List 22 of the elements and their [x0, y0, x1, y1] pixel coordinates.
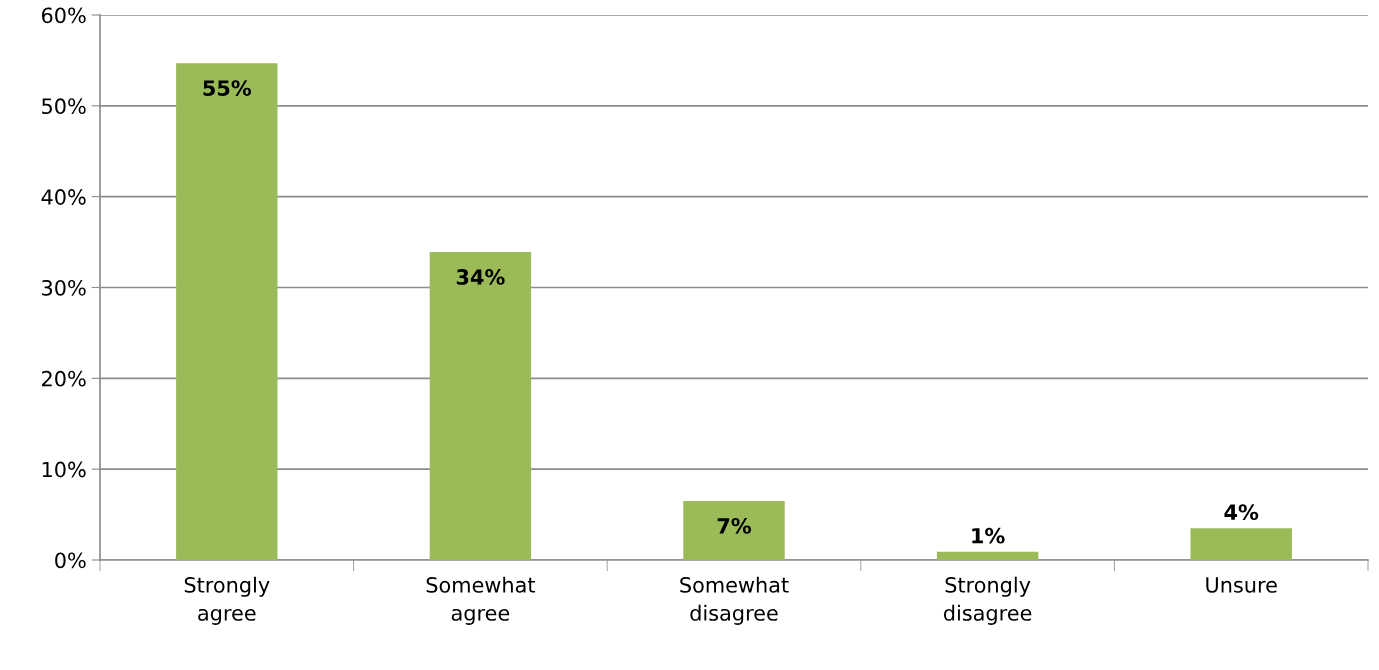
data-label: 4%	[1224, 504, 1259, 521]
x-tick-label: Strongly agree	[184, 576, 270, 625]
x-tick-label: Strongly disagree	[943, 576, 1032, 625]
x-tick-label: Somewhat agree	[426, 576, 536, 625]
y-tick-label: 0%	[55, 552, 86, 569]
data-label: 7%	[717, 517, 752, 534]
bar	[683, 500, 785, 560]
data-label: 1%	[972, 527, 1005, 544]
data-label: 55%	[203, 80, 252, 96]
y-tick-label: 30%	[42, 279, 86, 296]
y-tick-label: 50%	[42, 98, 86, 115]
bar	[429, 252, 532, 560]
x-tick-label: Somewhat disagree	[680, 576, 789, 625]
bar	[936, 551, 1039, 560]
y-tick-label: 40%	[41, 189, 86, 205]
bar	[1190, 528, 1292, 560]
bar	[176, 63, 278, 560]
y-tick-label: 60%	[41, 7, 86, 24]
y-tick-label: 20%	[42, 370, 86, 387]
x-tick-label: Unsure	[1206, 577, 1277, 593]
data-label: 34%	[456, 269, 505, 285]
y-tick-label: 10%	[42, 461, 86, 478]
